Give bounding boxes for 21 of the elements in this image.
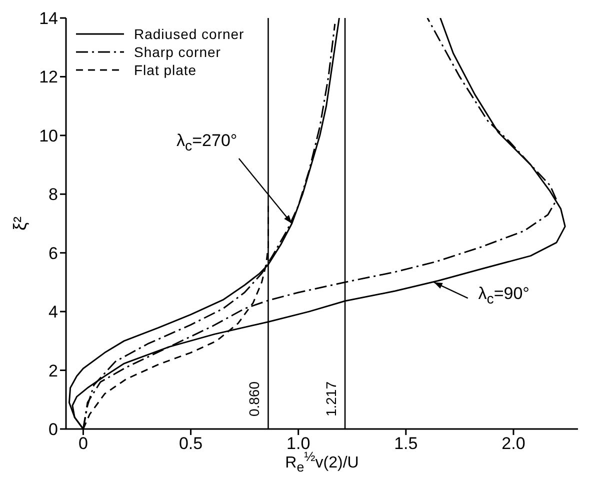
y-tick-label: 14: [39, 9, 58, 28]
ref-line-label: 1.217: [323, 381, 340, 417]
y-tick-label: 12: [39, 68, 58, 87]
y-tick-label: 4: [48, 302, 58, 322]
legend-label: Sharp corner: [134, 44, 221, 60]
annotation: λ$_{c}$=270°: [176, 130, 238, 154]
x-axis-title: R$_{e}$$^{½}$v(2)/U: [285, 449, 359, 475]
y-tick-label: 6: [48, 244, 58, 263]
x-tick-label: 0: [78, 434, 88, 454]
y-axis-title: ξ²: [10, 216, 30, 231]
y-tick-label: 8: [48, 185, 58, 204]
ref-line-label: 0.860: [246, 381, 262, 417]
legend-label: Flat plate: [134, 62, 197, 78]
y-tick-label: 0: [48, 420, 58, 440]
y-tick-label: 2: [48, 361, 58, 380]
x-tick-label: 2.0: [502, 434, 526, 454]
x-tick-label: 0.5: [178, 434, 203, 454]
annotation: λ$_{c}$=90°: [477, 283, 530, 308]
y-tick-label: 10: [39, 126, 58, 146]
legend-label: Radiused corner: [134, 26, 244, 42]
x-tick-label: 1.5: [394, 434, 418, 454]
